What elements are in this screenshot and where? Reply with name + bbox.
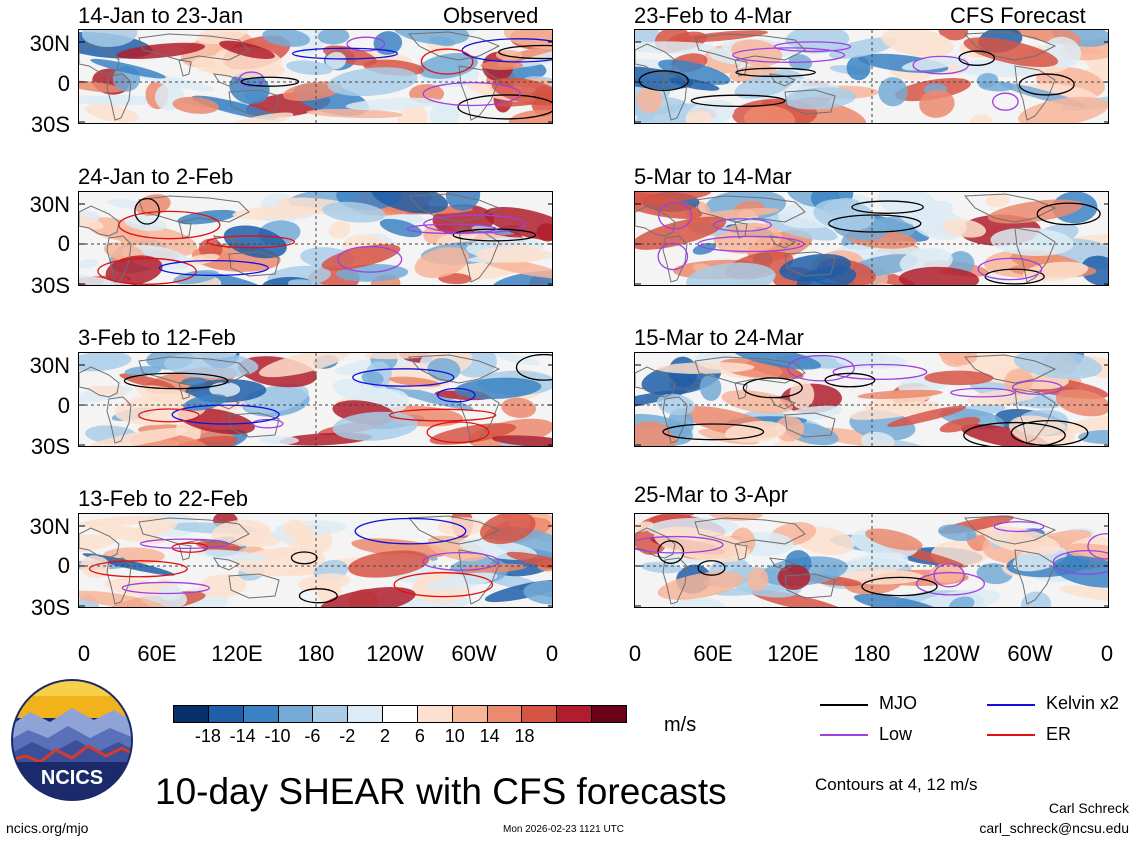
colorbar-tick-label: -18 <box>194 726 221 746</box>
ylabel-0-2: 0 <box>57 231 70 256</box>
shear-map <box>635 514 1108 607</box>
observed-label: Observed <box>443 3 539 28</box>
cfs-forecast-label: CFS Forecast <box>950 3 1086 28</box>
legend-mjo: MJO <box>879 693 917 713</box>
colorbar-cell <box>556 705 593 723</box>
colorbar-cell <box>312 705 349 723</box>
xlabel-120w-right: 120W <box>922 641 980 666</box>
footer-email[interactable]: carl_schreck@ncsu.edu <box>979 820 1129 836</box>
main-title: 10-day SHEAR with CFS forecasts <box>155 771 727 812</box>
shear-map <box>635 353 1108 446</box>
xlabel-0-right-end: 0 <box>1100 641 1114 666</box>
shear-map <box>79 30 552 123</box>
colorbar-tick-label: 2 <box>380 726 391 746</box>
colorbar-cell <box>451 705 488 723</box>
colorbar-cell <box>173 705 209 723</box>
colorbar <box>173 705 627 723</box>
panel-title-fcst-1: 23-Feb to 4-Mar <box>634 3 792 28</box>
footer-author: Carl Schreck <box>1048 800 1129 816</box>
xlabel-60e-left: 60E <box>137 641 177 666</box>
map-panel-fcst-2 <box>634 191 1109 286</box>
xlabel-120w-left: 120W <box>366 641 424 666</box>
map-panel-fcst-1 <box>634 29 1109 124</box>
ylabel-30s-4: 30S <box>30 595 70 620</box>
colorbar-cell <box>207 705 244 723</box>
colorbar-units: m/s <box>664 714 697 736</box>
legend-swatch-er <box>987 734 1035 736</box>
shear-map <box>635 30 1108 123</box>
colorbar-tick-label: -2 <box>339 726 356 746</box>
map-panel-obs-3 <box>78 352 553 447</box>
panel-title-obs-3: 3-Feb to 12-Feb <box>78 325 236 350</box>
xlabel-60w-right: 60W <box>1007 641 1053 666</box>
xlabel-60w-left: 60W <box>451 641 497 666</box>
shear-map <box>635 192 1108 285</box>
map-panel-obs-1 <box>78 29 553 124</box>
panel-title-obs-2: 24-Jan to 2-Feb <box>78 164 234 189</box>
colorbar-cell <box>521 705 558 723</box>
panel-title-obs-1: 14-Jan to 23-Jan <box>78 3 244 28</box>
shear-map <box>79 192 552 285</box>
legend-swatch-mjo <box>820 704 868 706</box>
xlabel-60e-right: 60E <box>693 641 733 666</box>
legend-swatch-kelvin <box>987 704 1035 706</box>
colorbar-tick-label: 10 <box>444 726 465 746</box>
ylabel-30n-3: 30N <box>29 353 70 378</box>
footer-timestamp: Mon 2026-02-23 1121 UTC <box>503 824 624 835</box>
colorbar-tick-label: 14 <box>479 726 500 746</box>
legend-swatch-low <box>820 734 868 736</box>
xlabel-120e-left: 120E <box>211 641 263 666</box>
colorbar-tick-label: 6 <box>414 726 425 746</box>
colorbar-cell <box>382 705 418 723</box>
ylabel-30s-3: 30S <box>30 434 70 459</box>
shear-map <box>79 514 552 607</box>
ylabel-0-4: 0 <box>57 553 70 578</box>
ylabel-30n-1: 30N <box>29 31 70 56</box>
legend-er: ER <box>1046 724 1072 744</box>
ylabel-0-1: 0 <box>57 71 70 96</box>
xlabel-0-left: 0 <box>77 641 91 666</box>
colorbar-cell <box>416 705 453 723</box>
colorbar-cell <box>277 705 314 723</box>
legend-low: Low <box>879 724 913 744</box>
panel-title-fcst-4: 25-Mar to 3-Apr <box>634 482 789 507</box>
xlabel-0-right: 0 <box>628 641 642 666</box>
panel-title-fcst-3: 15-Mar to 24-Mar <box>634 325 804 350</box>
map-panel-obs-4 <box>78 513 553 608</box>
colorbar-cell <box>347 705 384 723</box>
ncics-logo: NCICS <box>11 679 133 801</box>
colorbar-tick-label: -10 <box>264 726 291 746</box>
colorbar-tick-label: -6 <box>304 726 321 746</box>
map-panel-fcst-3 <box>634 352 1109 447</box>
colorbar-cell <box>591 705 627 723</box>
ylabel-0-3: 0 <box>57 393 70 418</box>
colorbar-tick-label: -14 <box>229 726 256 746</box>
xlabel-0-left-end: 0 <box>545 641 559 666</box>
xlabel-180-right: 180 <box>853 641 891 666</box>
colorbar-cell <box>486 705 523 723</box>
map-panel-fcst-4 <box>634 513 1109 608</box>
ylabel-30s-1: 30S <box>30 112 70 137</box>
ylabel-30n-2: 30N <box>29 192 70 217</box>
colorbar-cell <box>242 705 279 723</box>
shear-map <box>79 353 552 446</box>
footer-url[interactable]: ncics.org/mjo <box>6 820 89 836</box>
ylabel-30s-2: 30S <box>30 273 70 298</box>
logo-text: NCICS <box>41 767 103 789</box>
xlabel-120e-right: 120E <box>767 641 819 666</box>
panel-title-obs-4: 13-Feb to 22-Feb <box>78 486 248 511</box>
map-panel-obs-2 <box>78 191 553 286</box>
ylabel-30n-4: 30N <box>29 514 70 539</box>
panel-title-fcst-2: 5-Mar to 14-Mar <box>634 164 792 189</box>
xlabel-180-left: 180 <box>297 641 335 666</box>
colorbar-tick-label: 18 <box>514 726 535 746</box>
contours-note: Contours at 4, 12 m/s <box>815 775 978 794</box>
legend-kelvin: Kelvin x2 <box>1046 693 1120 713</box>
